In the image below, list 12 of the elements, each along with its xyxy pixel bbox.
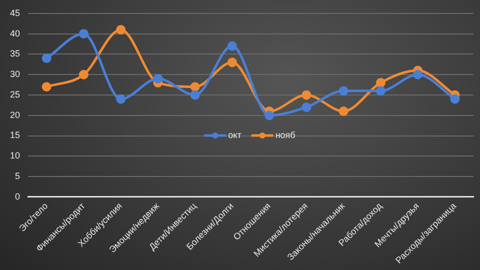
y-tick-label: 10 bbox=[10, 150, 20, 161]
y-tick-label: 35 bbox=[10, 48, 20, 59]
y-tick-label: 45 bbox=[10, 8, 20, 18]
y-tick-label: 20 bbox=[10, 110, 20, 120]
y-tick-label: 15 bbox=[10, 130, 20, 140]
legend-label: окт bbox=[228, 130, 242, 140]
y-tick-label: 25 bbox=[10, 89, 20, 100]
y-tick-label: 30 bbox=[10, 69, 20, 80]
y-tick-label: 0 bbox=[14, 191, 20, 202]
legend-label: нояб bbox=[275, 130, 296, 140]
y-tick-label: 5 bbox=[14, 171, 20, 182]
y-tick-label: 40 bbox=[10, 28, 20, 38]
